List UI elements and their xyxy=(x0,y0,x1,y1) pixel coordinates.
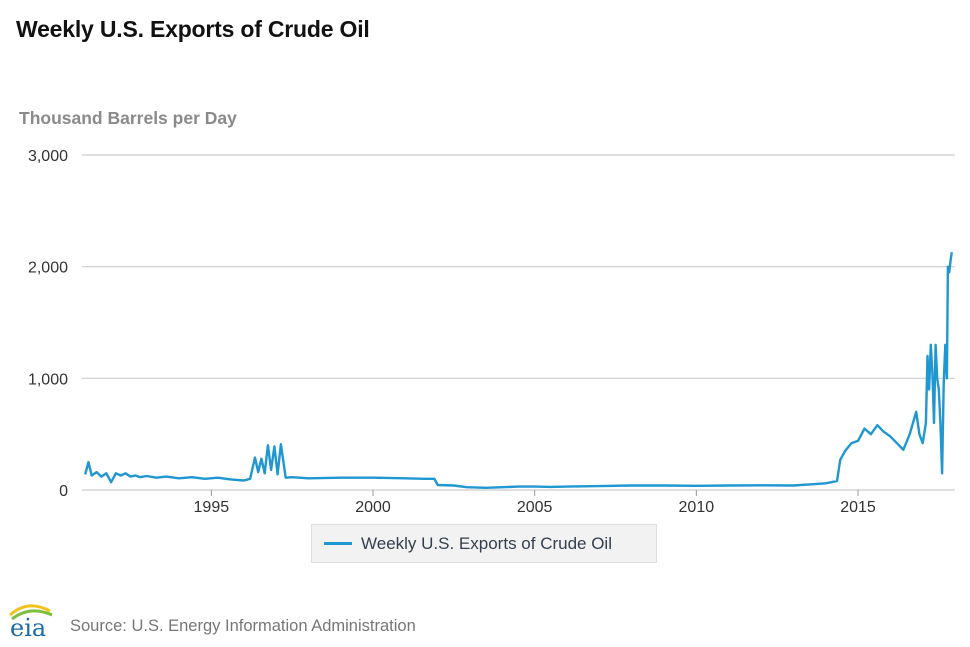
eia-logo-text: eia xyxy=(10,614,46,641)
y-axis-tick-labels: 0 1,000 2,000 3,000 xyxy=(28,148,68,500)
y-tick-label: 1,000 xyxy=(28,371,68,388)
y-axis-units-label: Thousand Barrels per Day xyxy=(19,108,237,128)
x-tick-label: 1995 xyxy=(194,499,230,516)
x-axis-tick-labels: 1995 2000 2005 2010 2015 xyxy=(194,490,876,516)
y-tick-label: 0 xyxy=(59,483,68,500)
y-tick-label: 2,000 xyxy=(28,260,68,277)
legend-line-swatch xyxy=(324,542,352,545)
source-note: Source: U.S. Energy Information Administ… xyxy=(70,617,416,635)
x-tick-label: 2005 xyxy=(517,499,553,516)
x-tick-label: 2010 xyxy=(679,499,715,516)
x-tick-label: 2000 xyxy=(355,499,391,516)
chart-legend[interactable]: Weekly U.S. Exports of Crude Oil xyxy=(311,524,657,563)
series-layer xyxy=(84,252,953,489)
eia-logo-icon: eia xyxy=(9,604,53,641)
chart-title: Weekly U.S. Exports of Crude Oil xyxy=(16,16,370,42)
line-chart: 0 1,000 2,000 3,000 1995 2000 2005 2010 2015 xyxy=(28,148,955,516)
legend-label: Weekly U.S. Exports of Crude Oil xyxy=(361,533,612,553)
y-tick-label: 3,000 xyxy=(28,148,68,165)
series-line-0[interactable] xyxy=(84,252,953,489)
x-tick-label: 2015 xyxy=(840,499,876,516)
gridlines xyxy=(82,154,955,491)
